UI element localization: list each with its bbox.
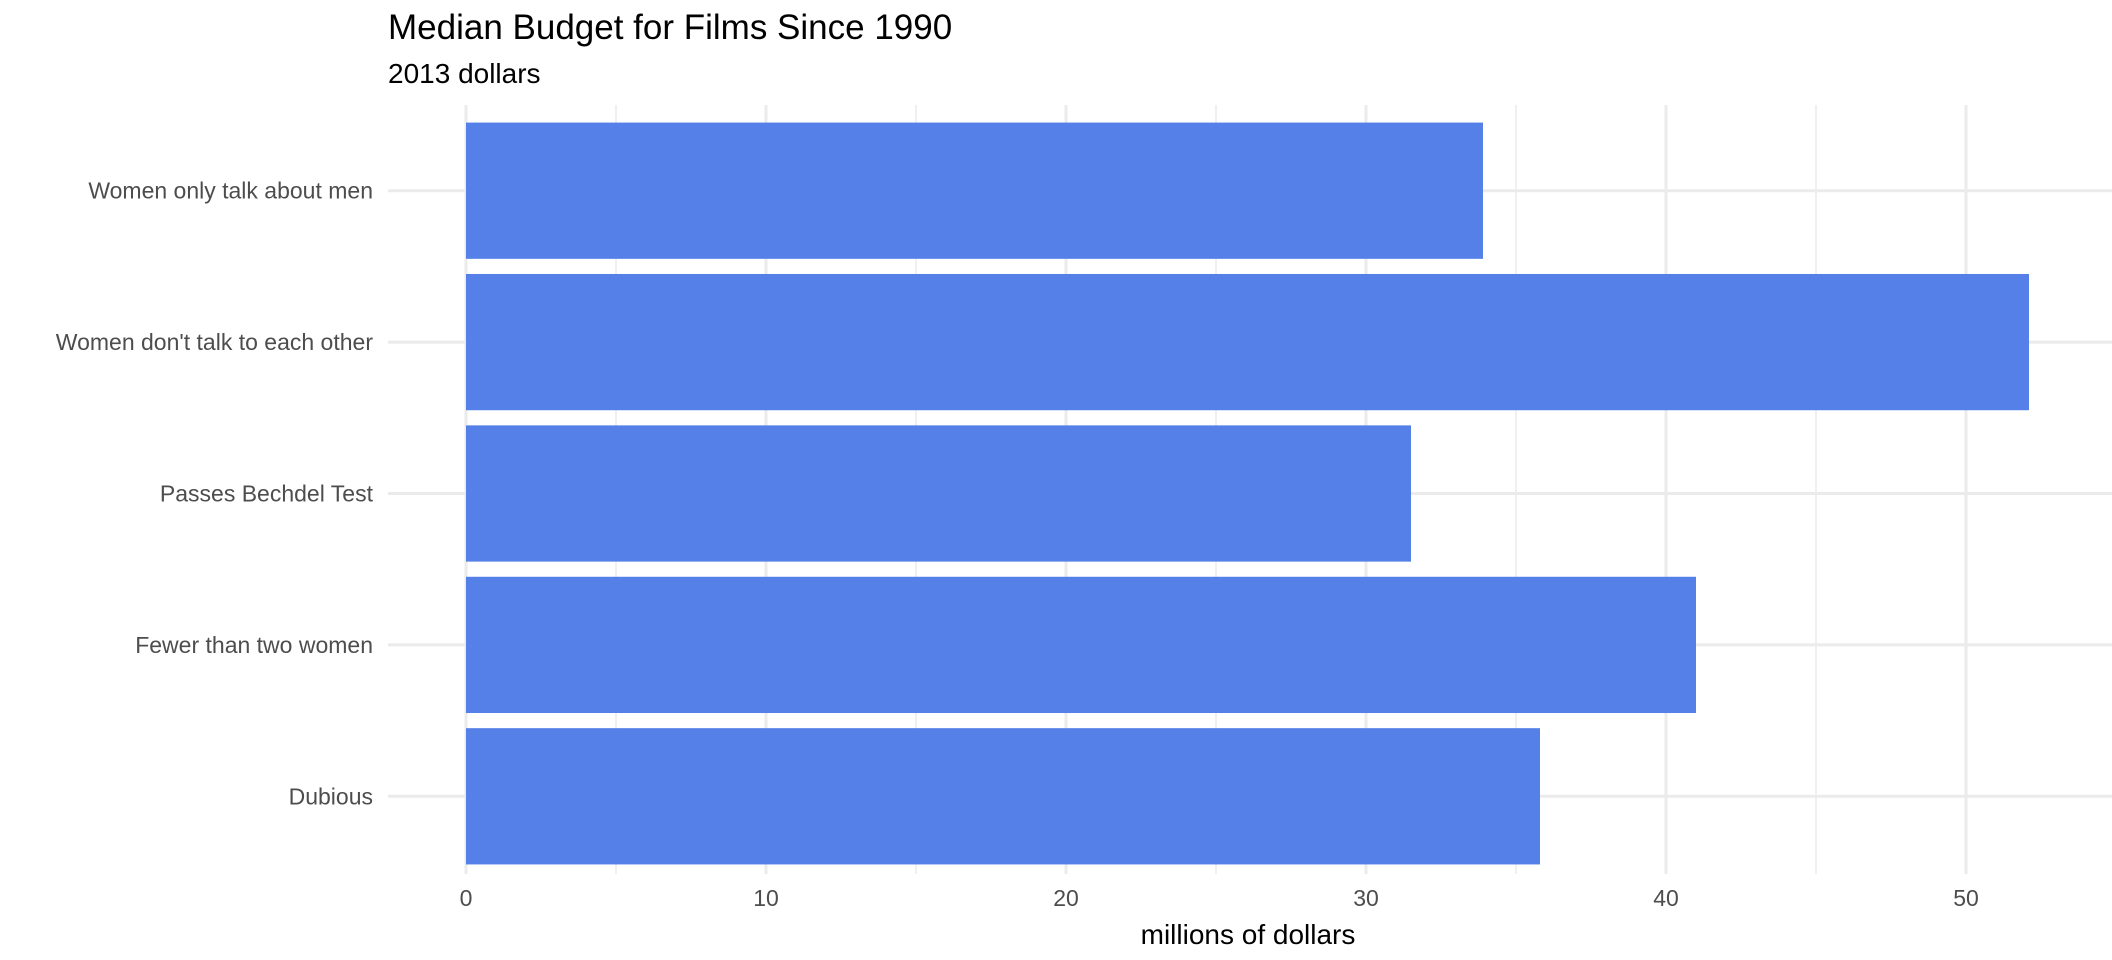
chart-subtitle: 2013 dollars [388,58,541,89]
y-tick-label: Women only talk about men [88,178,373,204]
y-tick-label: Passes Bechdel Test [160,481,374,507]
x-tick-label: 10 [753,885,779,911]
y-tick-label: Dubious [289,783,373,809]
y-axis-tick-labels: Women only talk about men Women don't tal… [56,178,374,810]
x-axis-tick-labels: 0 10 20 30 40 50 [460,885,1979,911]
x-axis-title: millions of dollars [1141,919,1356,950]
y-tick-label: Women don't talk to each other [56,329,374,355]
bar [466,728,1540,865]
x-tick-label: 50 [1953,885,1979,911]
x-tick-label: 40 [1653,885,1679,911]
x-tick-label: 30 [1353,885,1379,911]
chart-title: Median Budget for Films Since 1990 [388,8,952,47]
bar [466,273,2029,411]
x-tick-label: 20 [1053,885,1079,911]
bars [466,122,2029,865]
x-tick-label: 0 [460,885,473,911]
bar [466,425,1411,562]
bar [466,122,1483,259]
bar [466,576,1696,714]
y-tick-label: Fewer than two women [135,632,373,658]
